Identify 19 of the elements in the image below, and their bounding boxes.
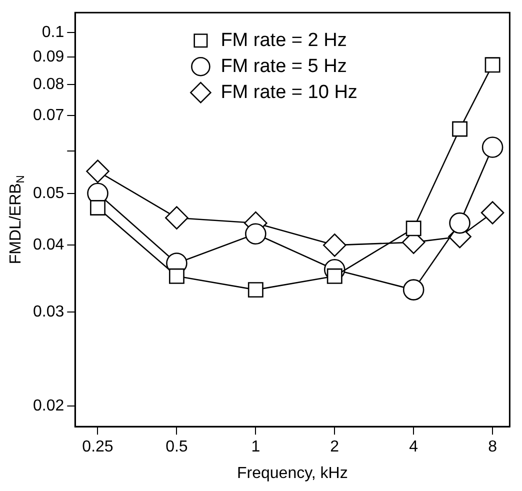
legend-label: FM rate = 2 Hz (220, 30, 347, 51)
x-tick-label: 8 (488, 438, 498, 456)
y-axis-title: FMDL/ERBN (7, 175, 27, 264)
y-tick-label: 0.05 (33, 184, 64, 202)
x-tick-label: 0.25 (82, 438, 114, 456)
y-tick-label: 0.1 (42, 24, 64, 41)
x-tick-label: 0.5 (166, 438, 188, 456)
x-tick-label: 4 (409, 438, 418, 456)
y-tick-label: 0.07 (33, 106, 64, 124)
legend-label: FM rate = 10 Hz (220, 82, 358, 103)
x-tick-label: 1 (251, 438, 260, 456)
y-tick-label: 0.04 (33, 236, 64, 254)
legend-label: FM rate = 5 Hz (220, 56, 347, 77)
x-tick-label: 2 (330, 438, 340, 456)
y-tick-label: 0.09 (33, 48, 64, 66)
y-tick-label: 0.02 (33, 397, 64, 414)
y-tick-label: 0.03 (33, 303, 64, 320)
x-axis-title: Frequency, kHz (236, 464, 348, 482)
y-tick-label: 0.08 (33, 76, 64, 93)
